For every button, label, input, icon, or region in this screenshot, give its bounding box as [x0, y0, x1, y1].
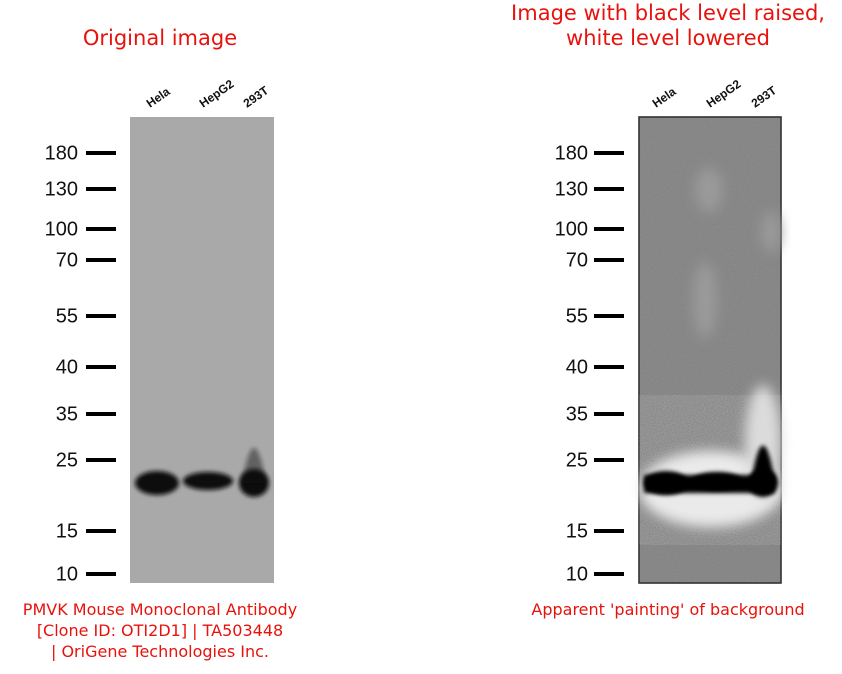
band-smear	[751, 445, 775, 483]
marker-label: 15	[56, 520, 78, 542]
marker-label: 35	[56, 403, 78, 425]
marker-tick	[86, 258, 116, 262]
marker-label: 180	[45, 142, 78, 164]
marker-tick	[86, 412, 116, 416]
marker-label: 40	[566, 356, 588, 378]
marker-label: 40	[56, 356, 78, 378]
marker-tick	[86, 458, 116, 462]
marker-label: 70	[566, 249, 588, 271]
caption: PMVK Mouse Monoclonal Antibody	[23, 600, 297, 619]
lane-label: HepG2	[197, 77, 237, 111]
panel-title: white level lowered	[566, 26, 770, 50]
panel-title: Original image	[83, 26, 237, 50]
marker-tick	[86, 151, 116, 155]
marker-tick	[86, 365, 116, 369]
marker-label: 10	[56, 563, 78, 585]
panel-title: Image with black level raised,	[511, 1, 825, 25]
marker-label: 25	[566, 449, 588, 471]
band-link	[644, 475, 774, 493]
lane-label: 293T	[749, 83, 780, 111]
marker-label: 100	[45, 218, 78, 240]
marker-tick	[86, 572, 116, 576]
band	[135, 471, 179, 495]
caption: | OriGene Technologies Inc.	[51, 642, 269, 661]
marker-tick	[594, 365, 624, 369]
band-smear	[242, 448, 266, 483]
background-artifact	[761, 212, 781, 252]
lane-label: HepG2	[704, 77, 744, 111]
marker-tick	[594, 227, 624, 231]
lane-label: Hela	[650, 84, 679, 110]
background-artifact	[695, 168, 723, 212]
panel: Image with black level raised,white leve…	[511, 1, 825, 619]
marker-tick	[86, 314, 116, 318]
background-artifact	[693, 262, 717, 338]
marker-tick	[594, 151, 624, 155]
marker-tick	[86, 187, 116, 191]
marker-tick	[594, 458, 624, 462]
band	[183, 472, 233, 490]
lane-label: 293T	[241, 83, 272, 111]
marker-tick	[594, 187, 624, 191]
marker-label: 10	[566, 563, 588, 585]
marker-label: 25	[56, 449, 78, 471]
marker-tick	[594, 412, 624, 416]
marker-tick	[594, 258, 624, 262]
caption: Apparent 'painting' of background	[531, 600, 804, 619]
marker-label: 130	[45, 178, 78, 200]
marker-label: 100	[555, 218, 588, 240]
marker-tick	[86, 227, 116, 231]
caption: [Clone ID: OTI2D1] | TA503448	[37, 621, 283, 640]
marker-label: 130	[555, 178, 588, 200]
marker-tick	[86, 529, 116, 533]
marker-tick	[594, 314, 624, 318]
marker-label: 15	[566, 520, 588, 542]
marker-tick	[594, 529, 624, 533]
lane-label: Hela	[144, 84, 173, 110]
marker-label: 180	[555, 142, 588, 164]
blot-background	[130, 117, 274, 583]
marker-label: 55	[56, 305, 78, 327]
marker-label: 70	[56, 249, 78, 271]
panel: Original image PMVK Mouse Monoclonal Anti…	[23, 26, 297, 661]
marker-label: 35	[566, 403, 588, 425]
marker-tick	[594, 572, 624, 576]
marker-label: 55	[566, 305, 588, 327]
